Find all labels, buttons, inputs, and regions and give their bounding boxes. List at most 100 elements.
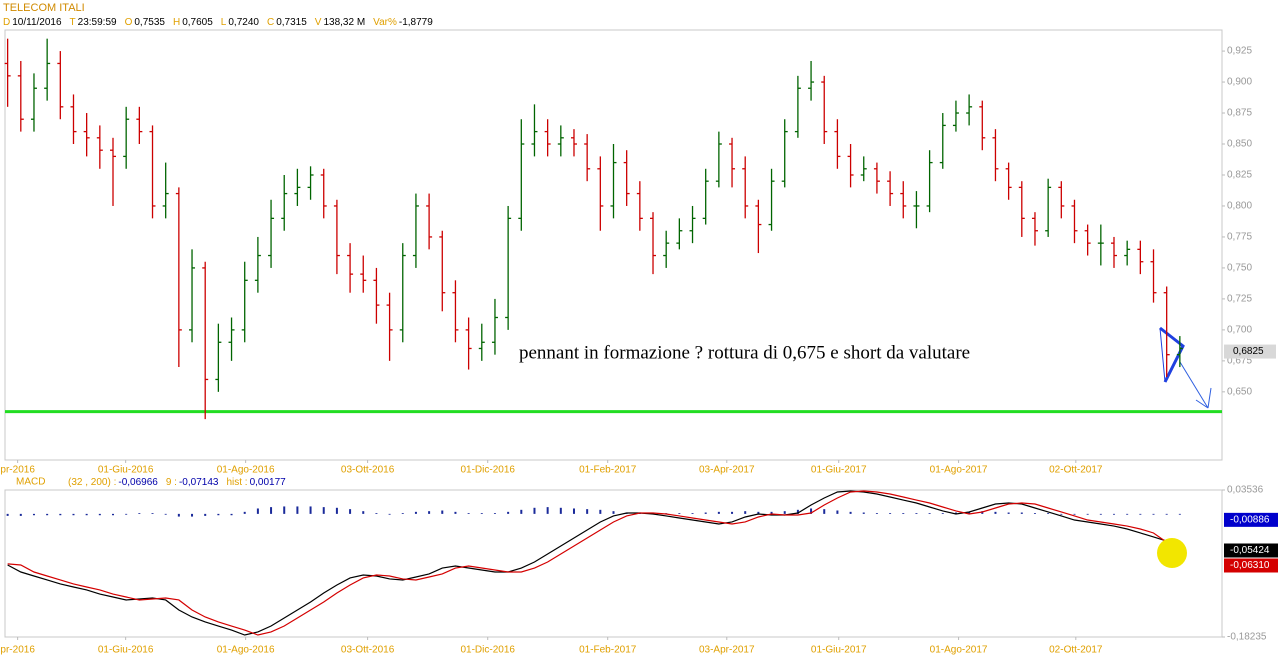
histogram-bar: [112, 513, 115, 516]
histogram-bar: [375, 513, 378, 515]
x-tick-label: 01-Feb-2017: [579, 465, 637, 476]
histogram-bar: [19, 513, 22, 516]
histogram-bar: [388, 513, 391, 515]
last-value-box: [1224, 512, 1278, 527]
x-tick-label: 01-Dic-2016: [460, 465, 515, 476]
info-key: hist :: [226, 477, 247, 488]
histogram-bar: [428, 511, 431, 514]
histogram-bar: [915, 513, 918, 515]
histogram-bar: [256, 508, 259, 514]
y-tick-label: 0,700: [1227, 325, 1252, 336]
y-tick-label: 0,900: [1227, 77, 1252, 88]
info-value: 0,00177: [250, 477, 287, 488]
last-value-box: [1224, 543, 1278, 558]
price-panel: [4, 29, 1223, 461]
histogram-bar: [1033, 513, 1036, 515]
macd-panel: [4, 489, 1223, 638]
x-tick-label: 01-Ago-2016: [217, 645, 275, 656]
x-tick-label: 01-Ago-2017: [930, 645, 988, 656]
info-key: D: [3, 17, 10, 28]
histogram-bar: [612, 511, 615, 514]
histogram-bar: [968, 511, 971, 514]
histogram-bar: [414, 511, 417, 514]
y-tick-label: 0,775: [1227, 232, 1252, 243]
arrow: [1179, 361, 1212, 409]
histogram-bar: [1126, 513, 1129, 515]
histogram-bar: [46, 513, 49, 516]
pennant-drawing: [1159, 326, 1185, 383]
histogram-bar: [177, 513, 180, 517]
last-value-label: -0,05424: [1230, 545, 1270, 556]
histogram-bar: [757, 511, 760, 514]
y-tick-label: -0,18235: [1227, 632, 1267, 643]
histogram-bar: [85, 513, 88, 516]
info-key: C: [267, 17, 274, 28]
histogram-bar: [217, 513, 220, 516]
y-tick-label: 0,825: [1227, 170, 1252, 181]
info-value: 0,7535: [134, 17, 165, 28]
histogram-bar: [572, 508, 575, 514]
y-tick-label: 0,875: [1227, 108, 1252, 119]
macd-title: MACD: [16, 477, 45, 488]
histogram-bar: [125, 513, 128, 515]
info-value: 23:59:59: [78, 17, 117, 28]
x-tick-label: 01-Dic-2016: [460, 645, 515, 656]
x-tick-label: 02-Ott-2017: [1049, 645, 1103, 656]
highlight-circle: [1157, 538, 1187, 568]
info-value: -0,06966: [118, 477, 158, 488]
histogram-bar: [1086, 513, 1089, 515]
histogram-bar: [191, 513, 194, 517]
x-tick-label: 03-Ott-2016: [341, 465, 395, 476]
chart-title: TELECOM ITALI: [3, 2, 85, 14]
histogram-bar: [1007, 512, 1010, 514]
histogram-bar: [744, 511, 747, 514]
histogram-bar: [941, 513, 944, 515]
histogram-bar: [823, 509, 826, 514]
x-tick-label: 01-Giu-2016: [98, 465, 154, 476]
x-tick-label: pr-2016: [0, 645, 35, 656]
histogram-bar: [1178, 513, 1181, 515]
histogram-bar: [836, 510, 839, 514]
histogram-bar: [493, 513, 496, 515]
histogram-bar: [362, 511, 365, 514]
histogram-bar: [243, 511, 246, 514]
macd-line: [7, 490, 1181, 636]
macd-line: [7, 490, 1181, 636]
info-value: -0,07143: [179, 477, 219, 488]
histogram-bar: [349, 509, 352, 514]
info-value: 0,7605: [182, 17, 213, 28]
histogram-bar: [98, 513, 101, 516]
info-value: 138,32 M: [323, 17, 365, 28]
info-value: 10/11/2016: [12, 17, 62, 28]
info-key: L: [221, 17, 227, 28]
x-tick-label: 03-Apr-2017: [699, 465, 755, 476]
histogram-bar: [441, 510, 444, 514]
histogram-bar: [401, 513, 404, 515]
info-key: V: [315, 17, 322, 28]
histogram-bar: [691, 513, 694, 515]
histogram-bar: [454, 511, 457, 514]
info-line: D 10/11/2016 T 23:59:59 O 0,7535 H 0,7605 L 0,724…: [3, 17, 433, 28]
x-tick-label: 02-Ott-2017: [1049, 465, 1103, 476]
histogram-bar: [902, 513, 905, 515]
histogram-bar: [322, 507, 325, 514]
histogram-bar: [283, 506, 286, 514]
histogram-bar: [889, 513, 892, 515]
histogram-bar: [1060, 513, 1063, 515]
histogram-bar: [151, 513, 154, 515]
histogram-bar: [335, 507, 338, 514]
histogram-bar: [928, 513, 931, 515]
x-tick-label: 01-Giu-2017: [811, 465, 867, 476]
y-tick-label: 0,650: [1227, 386, 1252, 397]
info-key: T: [70, 17, 76, 28]
info-value: -1,8779: [399, 17, 433, 28]
histogram-bar: [1139, 513, 1142, 515]
histogram-bar: [1073, 513, 1076, 515]
histogram-bar: [72, 513, 75, 516]
histogram-bar: [533, 507, 536, 514]
annotation: pennant in formazione ? rottura di 0,675…: [519, 342, 970, 363]
histogram-bar: [59, 513, 62, 516]
last-value-box: [1224, 344, 1276, 359]
x-tick-label: 01-Feb-2017: [579, 645, 637, 656]
